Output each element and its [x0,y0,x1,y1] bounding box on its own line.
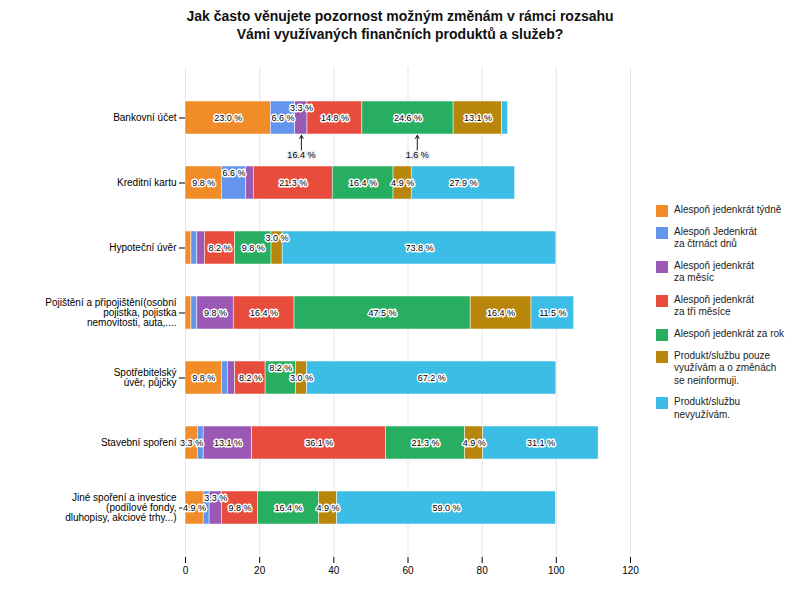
svg-text:4.9 %: 4.9 % [391,178,414,188]
svg-text:16.4 %: 16.4 % [487,308,515,318]
svg-text:16.4 %: 16.4 % [250,308,278,318]
svg-text:9.8 %: 9.8 % [192,178,215,188]
svg-text:14.8 %: 14.8 % [321,113,349,123]
html-text:Jak často věnujete pozornost m: Jak často věnujete pozornost možným změn… [186,8,614,42]
html-text:Alespoň jedenkrát za tři měsíc: Alespoň jedenkrát za tři měsíce [674,293,755,318]
svg-text:21.3 %: 21.3 % [279,178,307,188]
svg-text:36.1 %: 36.1 % [305,438,333,448]
svg-text:23.0 %: 23.0 % [214,113,242,123]
svg-text:Stavební spoření: Stavební spoření [101,437,177,448]
svg-text:20: 20 [254,565,266,576]
svg-text:21.3 %: 21.3 % [412,438,440,448]
svg-text:67.2 %: 67.2 % [418,373,446,383]
html-text:Produkt/službu nevyužívám.: Produkt/službu nevyužívám. [674,396,741,420]
html-text:Produkt/službu pouze využívám: Produkt/službu pouze využívám a o změnác… [674,349,777,386]
svg-text:80: 80 [477,565,489,576]
html-text:Alespoň jedenkrát za rok: Alespoň jedenkrát za rok [674,327,785,339]
html-text:Alespoň Jedenkrát za čtrnáct d: Alespoň Jedenkrát za čtrnáct dnů [674,225,757,250]
svg-text:4.9 %: 4.9 % [463,438,486,448]
svg-text:Jiné spoření a investice(podíl: Jiné spoření a investice(podílové fondy,… [65,492,177,523]
svg-text:59.0 %: 59.0 % [433,503,461,513]
svg-text:120: 120 [622,565,639,576]
svg-text:16.4 %: 16.4 % [349,178,377,188]
svg-text:31.1 %: 31.1 % [527,438,555,448]
svg-text:8.2 %: 8.2 % [269,363,292,373]
svg-text:4.9 %: 4.9 % [317,503,340,513]
html-text:Alespoň jedenkrát za měsíc: Alespoň jedenkrát za měsíc [674,259,755,284]
svg-text:9.8 %: 9.8 % [242,243,265,253]
svg-text:13.1 %: 13.1 % [464,113,492,123]
svg-text:16.4 %: 16.4 % [275,503,303,513]
html-text:Alespoň jedenkrát týdně: Alespoň jedenkrát týdně [674,203,782,215]
svg-text:9.8 %: 9.8 % [229,503,252,513]
svg-text:3.3 %: 3.3 % [204,493,227,503]
svg-text:3.0 %: 3.0 % [290,373,313,383]
svg-text:6.6 %: 6.6 % [272,113,295,123]
svg-text:4.9 %: 4.9 % [183,503,206,513]
svg-text:60: 60 [402,565,414,576]
svg-text:27.9 %: 27.9 % [449,178,477,188]
svg-text:40: 40 [328,565,340,576]
svg-text:Kreditní kartu: Kreditní kartu [117,177,176,188]
svg-text:Spotřebitelskýúvěr, půjčky: Spotřebitelskýúvěr, půjčky [114,367,177,388]
svg-text:Pojištění a připojištění(osobn: Pojištění a připojištění(osobnípojistka,… [45,297,177,328]
svg-text:3.3 %: 3.3 % [180,438,203,448]
svg-text:9.8 %: 9.8 % [204,308,227,318]
svg-text:8.2 %: 8.2 % [239,373,262,383]
svg-text:0: 0 [183,565,189,576]
svg-text:24.6 %: 24.6 % [394,113,422,123]
svg-text:16.4 %: 16.4 % [287,150,315,160]
svg-text:1.6 %: 1.6 % [406,150,429,160]
svg-text:47.5 %: 47.5 % [369,308,397,318]
svg-text:Hypoteční úvěr: Hypoteční úvěr [109,242,177,253]
svg-text:9.8 %: 9.8 % [192,373,215,383]
svg-text:100: 100 [548,565,565,576]
svg-text:3.0 %: 3.0 % [266,233,289,243]
svg-text:8.2 %: 8.2 % [208,243,231,253]
svg-text:73.8 %: 73.8 % [405,243,433,253]
svg-text:Bankovní účet: Bankovní účet [113,112,177,123]
svg-text:6.6 %: 6.6 % [223,168,246,178]
svg-text:11.5 %: 11.5 % [539,308,566,318]
svg-text:13.1 %: 13.1 % [214,438,242,448]
svg-text:3.3 %: 3.3 % [290,103,313,113]
